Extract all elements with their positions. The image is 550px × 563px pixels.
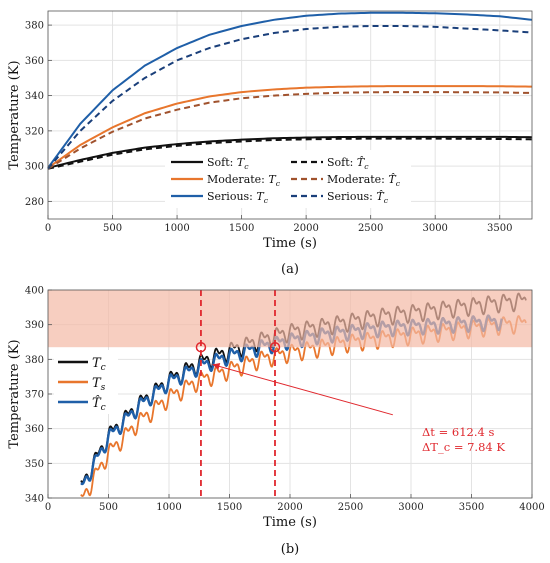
annotation-arrowhead xyxy=(212,363,221,370)
x-tick-label: 500 xyxy=(103,223,122,234)
x-tick-label: 1000 xyxy=(156,502,181,513)
legend-entry: Serious: Tc xyxy=(207,190,269,205)
event-marker-1 xyxy=(269,341,281,353)
x-axis-label: Time (s) xyxy=(263,515,317,530)
series-line-2 xyxy=(47,11,533,169)
annotation-delta-t: Δt = 612.4 s xyxy=(422,425,494,439)
x-tick-label: 4000 xyxy=(519,502,544,513)
y-axis-label: Temperature (K) xyxy=(7,60,22,169)
series-line-1 xyxy=(47,85,533,169)
y-tick-label: 340 xyxy=(25,494,44,505)
caption-a: (a) xyxy=(281,262,299,277)
y-tick-label: 380 xyxy=(25,21,44,32)
x-tick-label: 3000 xyxy=(398,502,423,513)
legend-entry: Moderate: Tc xyxy=(207,173,281,188)
legend-entry: Tc xyxy=(92,356,106,373)
series-line-4 xyxy=(47,91,533,170)
x-tick-label: 3500 xyxy=(459,502,484,513)
series-line-3 xyxy=(47,137,533,170)
y-tick-label: 320 xyxy=(25,126,44,137)
x-tick-label: 0 xyxy=(45,502,51,513)
axes-box xyxy=(47,10,533,220)
legend-entry: Ts xyxy=(92,376,106,393)
plot-a: 0 500 1000 1500 2000 2500 3000 3500 280 300 320 340… xyxy=(7,10,533,277)
x-tick-label: 0 xyxy=(45,223,51,234)
y-tick-label: 370 xyxy=(25,390,44,401)
x-tick-label: 2000 xyxy=(277,502,302,513)
x-tick-label: 1500 xyxy=(229,223,254,234)
x-tick-label: 3500 xyxy=(487,223,512,234)
legend-entry: Moderate: T̂c xyxy=(327,173,401,188)
y-tick-label: 390 xyxy=(25,320,44,331)
annotation-delta-tc: ΔT_c = 7.84 K xyxy=(422,440,505,454)
legend-entry: Soft: T̂c xyxy=(327,156,369,171)
series-line-5 xyxy=(47,24,533,170)
x-tick-label: 1500 xyxy=(217,502,242,513)
y-tick-label: 400 xyxy=(25,286,44,297)
y-tick-label: 350 xyxy=(25,459,44,470)
y-tick-label: 360 xyxy=(25,56,44,67)
y-tick-label: 340 xyxy=(25,91,44,102)
x-tick-label: 2000 xyxy=(293,223,318,234)
x-tick-label: 2500 xyxy=(358,223,383,234)
caption-b: (b) xyxy=(281,542,299,557)
legend-box xyxy=(165,150,411,208)
x-tick-label: 1000 xyxy=(164,223,189,234)
x-axis-label: Time (s) xyxy=(263,236,317,251)
y-tick-label: 380 xyxy=(25,355,44,366)
y-tick-label: 360 xyxy=(25,424,44,435)
x-tick-label: 500 xyxy=(99,502,118,513)
y-axis-label: Temperature (K) xyxy=(7,339,22,448)
legend-entry: T̂c xyxy=(92,395,106,413)
legend-a: Soft: Tc Moderate: Tc Serious: Tc Soft: T̂c… xyxy=(165,150,411,208)
x-tick-label: 2500 xyxy=(338,502,363,513)
threshold-band xyxy=(48,290,532,348)
series-line-0 xyxy=(47,135,533,169)
y-tick-label: 300 xyxy=(25,162,44,173)
legend-entry: Serious: T̂c xyxy=(327,190,389,205)
event-marker-0 xyxy=(195,341,207,353)
x-tick-label: 3000 xyxy=(422,223,447,234)
legend-entry: Soft: Tc xyxy=(207,156,249,171)
plot-b: 0 500 1000 1500 2000 2500 3000 3500 4000 340 350 36… xyxy=(7,286,545,558)
y-tick-label: 280 xyxy=(25,197,44,208)
annotation-arrow xyxy=(212,364,393,416)
legend-b: Tc Ts T̂c xyxy=(54,350,118,414)
